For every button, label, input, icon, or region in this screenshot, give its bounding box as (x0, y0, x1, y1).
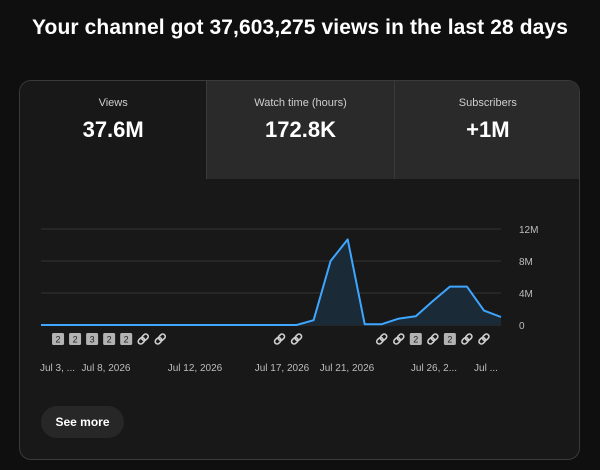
video-count-badge (120, 333, 133, 345)
see-more-button[interactable]: See more (41, 406, 124, 438)
tab-subscribers[interactable]: Subscribers +1M (393, 81, 579, 179)
page-title: Your channel got 37,603,275 views in the… (32, 16, 568, 39)
metric-tabs: Views 37.6M Watch time (hours) 172.8K Su… (20, 81, 579, 179)
x-tick-label: Jul 12, 2026 (168, 363, 223, 374)
link-icon[interactable] (461, 333, 473, 345)
link-icon[interactable] (393, 333, 405, 345)
link-icon[interactable] (137, 333, 149, 345)
link-icon[interactable] (427, 333, 439, 345)
x-tick-label: Jul ... (474, 363, 498, 374)
views-chart: 12M 8M 4M 0 2 2 3 2 2 2 2 Jul 3, ... Jul 8, 2026 Jul … (40, 225, 538, 374)
x-tick-label: Jul 3, ... (40, 363, 75, 374)
tab-views-value: 37.6M (82, 117, 144, 142)
link-icon[interactable] (375, 333, 388, 345)
x-tick-label: Jul 21, 2026 (320, 363, 375, 374)
link-icon[interactable] (478, 333, 490, 345)
tab-subscribers-value: +1M (466, 117, 510, 142)
video-count-badge (52, 333, 65, 345)
y-tick-label: 4M (519, 289, 533, 300)
y-tick-label: 12M (519, 225, 538, 236)
analytics-card: Views 37.6M Watch time (hours) 172.8K Su… (19, 80, 580, 460)
tab-views[interactable]: Views 37.6M (20, 81, 207, 179)
link-icon[interactable] (290, 333, 303, 345)
views-area (41, 239, 501, 325)
video-count-text: 2 (73, 335, 78, 345)
video-count-text: 2 (447, 335, 452, 345)
video-count-text: 2 (124, 335, 129, 345)
tab-subscribers-label: Subscribers (458, 97, 517, 109)
link-icon[interactable] (273, 333, 286, 345)
y-tick-label: 8M (519, 257, 533, 268)
video-count-text: 2 (107, 335, 112, 345)
video-count-badge (443, 333, 456, 345)
tab-watch-time-value: 172.8K (265, 117, 336, 142)
x-tick-label: Jul 17, 2026 (255, 363, 310, 374)
video-count-text: 2 (413, 335, 418, 345)
video-count-badge (103, 333, 116, 345)
video-count-text: 2 (56, 335, 61, 345)
tab-watch-time[interactable]: Watch time (hours) 172.8K (206, 81, 394, 179)
video-count-badge (86, 333, 99, 345)
views-line (41, 238, 502, 326)
tab-watch-time-label: Watch time (hours) (254, 97, 347, 109)
y-tick-label: 0 (519, 321, 525, 332)
video-count-badge (69, 333, 82, 345)
link-icon[interactable] (154, 333, 167, 345)
x-tick-label: Jul 8, 2026 (82, 363, 131, 374)
x-tick-label: Jul 26, 2... (411, 363, 457, 374)
video-count-badge (409, 333, 422, 345)
video-count-text: 3 (90, 335, 95, 345)
tab-views-label: Views (98, 97, 128, 109)
